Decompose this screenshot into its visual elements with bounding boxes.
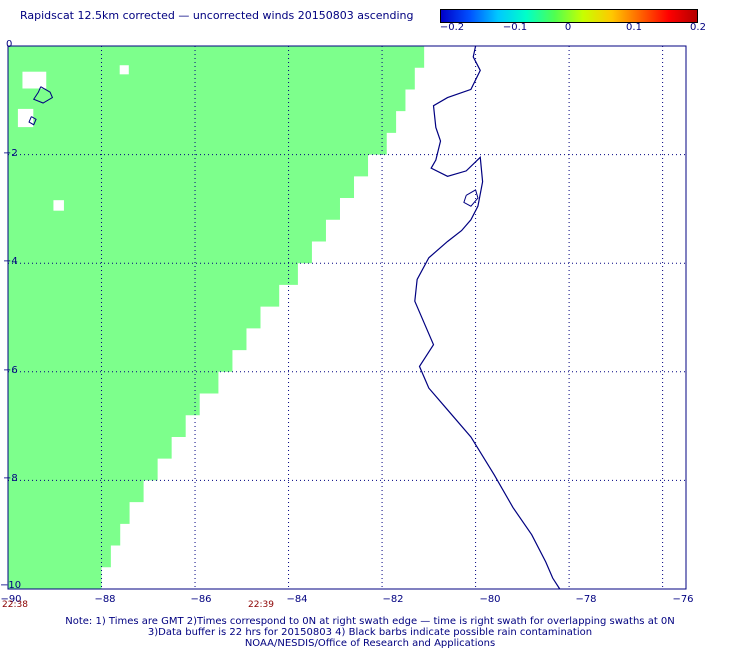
lat-tick-label: 0 bbox=[6, 39, 13, 50]
lon-tick-label: −76 bbox=[672, 594, 694, 605]
lat-tick-label: −10 bbox=[0, 580, 22, 591]
footnote-line: 3)Data buffer is 22 hrs for 20150803 4) … bbox=[147, 627, 593, 638]
chart-title: Rapidscat 12.5km corrected — uncorrected… bbox=[20, 9, 414, 22]
lon-tick-label: −86 bbox=[190, 594, 212, 605]
colorbar bbox=[440, 9, 698, 23]
lat-tick-label: −6 bbox=[3, 365, 18, 376]
coastline-mainland bbox=[414, 45, 561, 590]
wind-swath bbox=[8, 46, 425, 589]
lon-tick-label: −82 bbox=[382, 594, 404, 605]
lon-tick-label: −78 bbox=[575, 594, 597, 605]
colorbar-label: −0.2 bbox=[439, 22, 465, 33]
lat-tick-label: −2 bbox=[3, 148, 18, 159]
coastline-island bbox=[32, 86, 54, 104]
coastline bbox=[28, 45, 561, 590]
lat-tick-label: −4 bbox=[3, 256, 18, 267]
lat-lon-grid bbox=[8, 46, 686, 589]
colorbar-label: 0.2 bbox=[690, 22, 706, 33]
footnote-line: Note: 1) Times are GMT 2)Times correspon… bbox=[65, 616, 675, 627]
lon-tick-label: −90 bbox=[0, 594, 22, 605]
colorbar-label: −0.1 bbox=[502, 22, 528, 33]
map-frame bbox=[7, 45, 687, 590]
colorbar-label: 0.1 bbox=[626, 22, 642, 33]
data-gap bbox=[22, 71, 47, 89]
footnote-line: NOAA/NESDIS/Office of Research and Appli… bbox=[244, 638, 496, 649]
lon-tick-label: −88 bbox=[94, 594, 116, 605]
swath-area bbox=[8, 46, 425, 589]
data-gap bbox=[119, 65, 129, 75]
time-label: 22:39 bbox=[248, 600, 274, 610]
lon-tick-label: −80 bbox=[479, 594, 501, 605]
coastline-island bbox=[28, 116, 37, 126]
time-label: 22:38 bbox=[2, 600, 28, 610]
lon-tick-label: −84 bbox=[286, 594, 308, 605]
data-gap bbox=[53, 200, 64, 211]
colorbar-label: 0 bbox=[564, 22, 572, 33]
coastline-island bbox=[463, 189, 479, 207]
lat-tick-label: −8 bbox=[3, 473, 18, 484]
